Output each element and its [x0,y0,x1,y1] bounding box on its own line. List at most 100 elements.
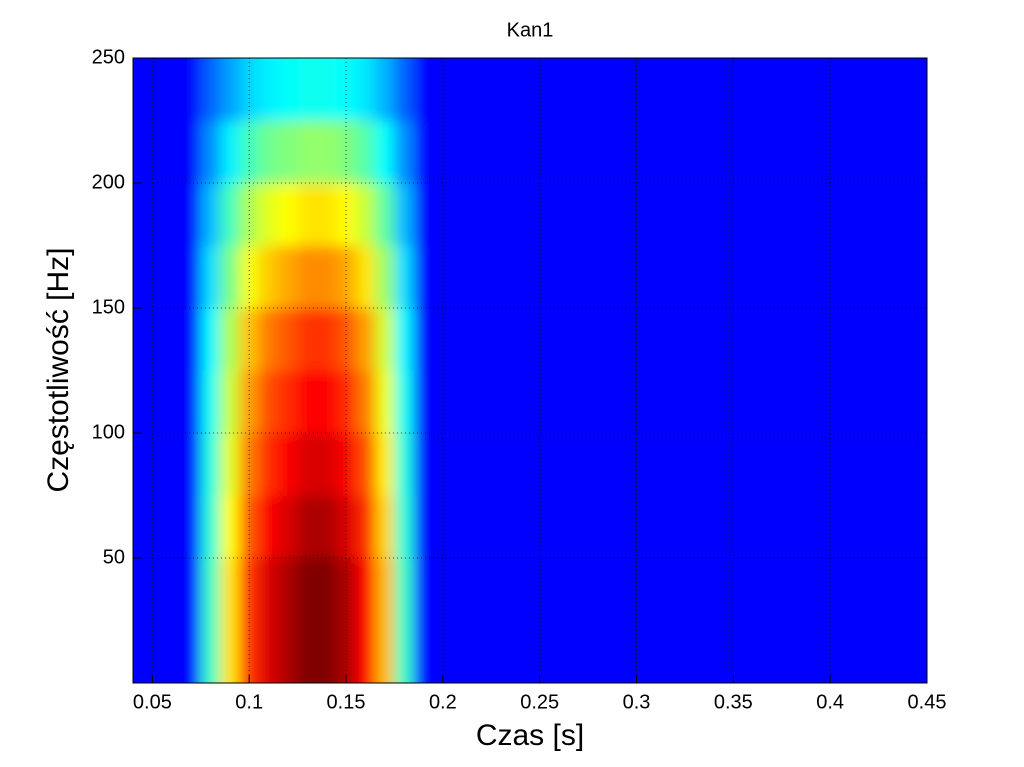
heatmap-cell [336,433,357,496]
heatmap-cell [355,558,376,621]
heatmap-cell [239,620,260,683]
y-tick-label: 100 [92,421,125,443]
heatmap-cell [258,433,279,496]
heatmap-cells [133,58,927,683]
heatmap-cell [375,308,395,371]
heatmap-cell [278,245,299,309]
heatmap-cell [355,308,376,371]
heatmap-cell [375,495,395,559]
heatmap-cell [316,120,337,184]
heatmap-cell [413,433,927,496]
heatmap-cell [394,620,415,683]
overlay: 0.05 0.1 0.15 0.2 0.25 0.3 0.35 0.4 0.45 50 100 150… [92,46,947,713]
heatmap-cell [375,558,395,621]
heatmap-cell [413,370,927,434]
heatmap-cell [375,183,395,246]
heatmap-cell [220,308,241,371]
heatmap-cell [239,120,260,184]
heatmap-cell [220,495,241,559]
heatmap-cell [297,620,318,683]
x-tick-label: 0.1 [235,691,263,713]
heatmap-cell [200,495,221,559]
heatmap-cell [394,558,415,621]
heatmap-cell [336,120,357,184]
x-tick-label: 0.3 [623,691,651,713]
heatmap-cell [316,495,337,559]
heatmap-cell [316,620,337,683]
heatmap-cell [220,245,241,309]
heatmap-cell [220,120,241,184]
heatmap-cell [413,308,927,371]
heatmap-cell [297,558,318,621]
y-tick-label: 200 [92,171,125,193]
heatmap-cell [200,120,221,184]
x-tick-label: 0.2 [429,691,457,713]
heatmap-cell [297,370,318,434]
heatmap-cell [278,370,299,434]
heatmap-cell [133,370,202,434]
heatmap-cell [336,308,357,371]
heatmap-cell [316,183,337,246]
y-tick-label: 150 [92,296,125,318]
heatmap-cell [220,370,241,434]
heatmap-cell [133,433,202,496]
heatmap-cell [394,495,415,559]
plot-frame [132,57,928,684]
heatmap-cell [258,620,279,683]
heatmap-cell [297,245,318,309]
heatmap-cell [413,58,927,121]
heatmap-cell [355,183,376,246]
chart-title: Kan1 [507,19,554,41]
heatmap-cell [413,120,927,184]
heatmap-cell [394,308,415,371]
heatmap-cell [316,370,337,434]
heatmap-cell [278,433,299,496]
heatmap-cell [239,558,260,621]
heatmap-cell [297,120,318,184]
heatmap-cell [200,370,221,434]
y-axis-label: Częstotliwość [Hz] [42,247,75,492]
heatmap-cell [355,120,376,184]
heatmap-cell [355,433,376,496]
heatmap-cell [278,58,299,121]
heatmap-cell [239,245,260,309]
heatmap-cell [278,308,299,371]
heatmap-cell [133,183,202,246]
heatmap-cell [133,558,202,621]
x-tick-label: 0.35 [714,691,753,713]
heatmap-cell [413,183,927,246]
heatmap-cell [355,370,376,434]
heatmap-cell [297,308,318,371]
heatmap-cell [200,433,221,496]
heatmap-cell [133,620,202,683]
heatmap-cell [258,58,279,121]
heatmap-cell [336,245,357,309]
heatmap-cell [220,558,241,621]
heatmap-cell [394,433,415,496]
heatmap-cell [200,620,221,683]
heatmap-cell [394,245,415,309]
heatmap-cell [336,558,357,621]
heatmap-cell [220,58,241,121]
heatmap-cell [355,245,376,309]
heatmap-cell [316,308,337,371]
heatmap-cell [336,58,357,121]
heatmap-cell [375,433,395,496]
heatmap-cell [297,433,318,496]
heatmap-cell [413,245,927,309]
heatmap-cell [220,433,241,496]
heatmap-cell [316,558,337,621]
heatmap-cell [200,245,221,309]
heatmap-cell [200,58,221,121]
heatmap-cell [297,495,318,559]
heatmap-cell [355,620,376,683]
heatmap-cell [413,495,927,559]
heatmap-cell [394,370,415,434]
heatmap-cell [220,183,241,246]
heatmap-cell [375,58,395,121]
heatmap-cell [239,433,260,496]
heatmap-cell [355,58,376,121]
heatmap-cell [200,558,221,621]
x-tick-label: 0.45 [908,691,947,713]
